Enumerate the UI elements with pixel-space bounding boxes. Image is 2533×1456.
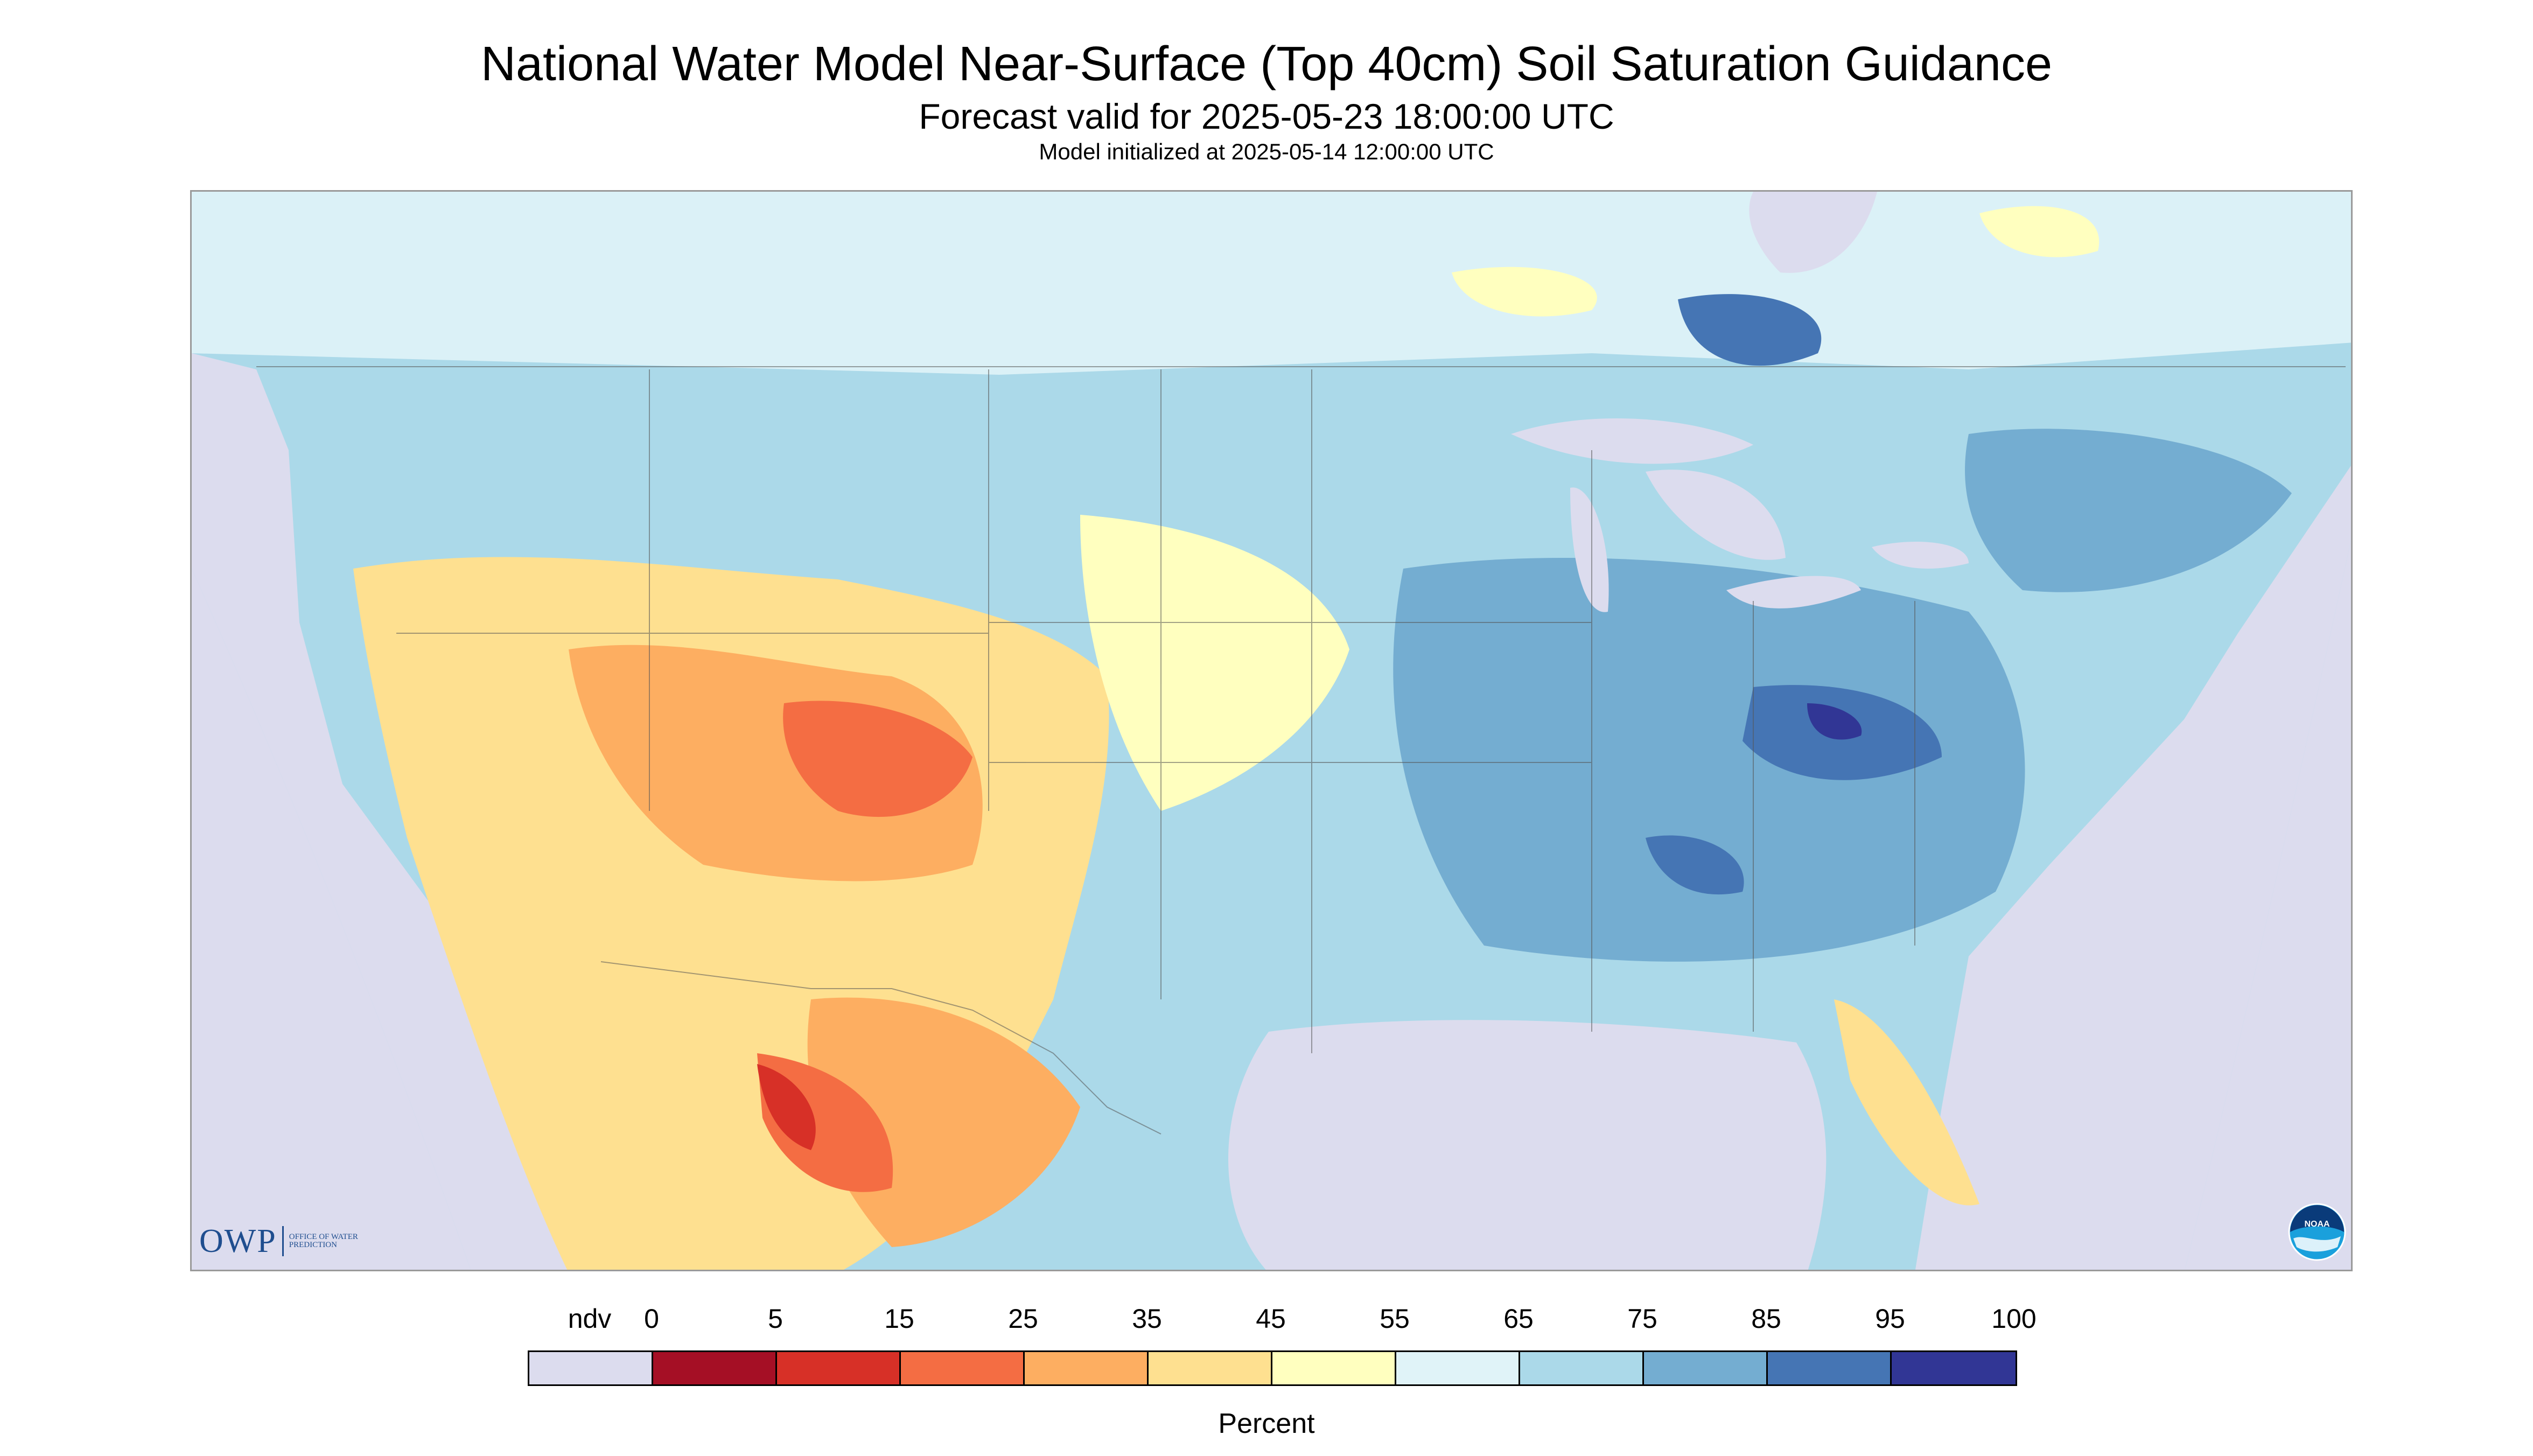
colorbar-swatch-8 [1520,1352,1644,1384]
gulf-of-mexico [1228,1020,1827,1270]
colorbar-tick-label: 55 [1380,1304,1410,1334]
soil-saturation-map [190,190,2353,1271]
colorbar-swatch-9 [1644,1352,1768,1384]
colorbar-swatch-1 [653,1352,777,1384]
ohio-valley-saturated [1807,703,1862,740]
northeast-wet [1965,429,2292,592]
southwest-drier [569,645,983,881]
colorbar-tick-label: 0 [644,1304,659,1334]
dry-patch-canada [1452,267,1597,317]
baja-california [526,972,666,1204]
colorbar-tick-label: 75 [1627,1304,1657,1334]
wet-patch-ontario [1678,294,1822,366]
owp-logo-divider [282,1226,284,1256]
hudson-bay [1749,192,1877,273]
colorbar-tick-label: 85 [1751,1304,1781,1334]
colorbar-tick-label: 15 [884,1304,914,1334]
owp-logo-text: OFFICE OF WATER PREDICTION [289,1233,358,1249]
borders [256,366,2346,1135]
model-init-text: Model initialized at 2025-05-14 12:00:00… [1039,139,1494,164]
colorbar-swatch-2 [777,1352,901,1384]
sierra-madre-driest [757,1064,816,1150]
noaa-logo: NOAA [2288,1203,2346,1261]
us-mexico-border [600,961,1161,1135]
mississippi-very-wet [1646,835,1744,895]
owp-logo: OWP OFFICE OF WATER PREDICTION [199,1222,370,1260]
colorbar-units: Percent [1218,1408,1315,1439]
colorbar-tick-label: 35 [1132,1304,1162,1334]
colorbar-tick-label: 45 [1256,1304,1286,1334]
owp-logo-mark: OWP [199,1222,277,1259]
lake-huron [1646,470,1786,560]
four-corners-very-dry [783,701,972,817]
colorbar-swatch-5 [1149,1352,1272,1384]
colorbar-labels: ndv 0 5 15 25 35 45 55 65 75 85 95 100 [0,1303,2533,1341]
colorbar-tick-label: 5 [768,1304,783,1334]
colorbar-swatch-3 [901,1352,1025,1384]
colorbar-tick-label: ndv [568,1304,612,1334]
lake-erie [1726,576,1861,608]
map-subtitle: Forecast valid for 2025-05-23 18:00:00 U… [919,96,1614,136]
lake-ontario [1872,542,1969,569]
map-title: National Water Model Near-Surface (Top 4… [480,37,2052,91]
colorbar [528,1350,2017,1386]
colorbar-tick-label: 65 [1503,1304,1534,1334]
colorbar-swatch-7 [1396,1352,1520,1384]
colorbar-swatch-10 [1768,1352,1892,1384]
colorbar-swatch-4 [1025,1352,1149,1384]
lake-superior [1511,418,1753,464]
colorbar-tick-label: 100 [1991,1304,2037,1334]
noaa-logo-text: NOAA [2304,1220,2330,1229]
lake-michigan [1570,487,1609,612]
colorbar-swatch-11 [1892,1352,2016,1384]
map-canvas [192,192,2351,1270]
colorbar-swatch-6 [1272,1352,1396,1384]
colorbar-swatch-0 [529,1352,653,1384]
colorbar-tick-label: 25 [1008,1304,1038,1334]
colorbar-tick-label: 95 [1875,1304,1905,1334]
east-wet-region [1393,557,2025,962]
dry-patch-quebec [1979,206,2100,257]
plains-dryish [1080,515,1349,811]
florida-dry [1834,999,1979,1206]
